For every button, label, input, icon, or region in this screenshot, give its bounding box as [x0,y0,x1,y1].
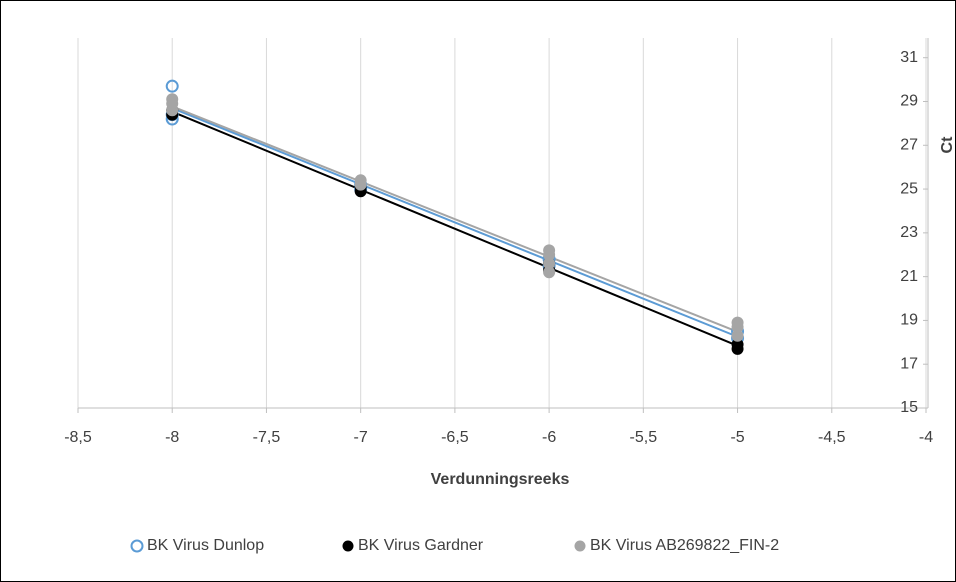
x-tick-label: -4 [919,429,933,446]
x-tick-label: -4,5 [818,429,846,446]
point [731,329,744,342]
x-tick-label: -8 [165,429,179,446]
trendline [171,107,738,338]
x-tick-label: -5,5 [630,429,658,446]
y-tick-label: 19 [900,312,918,329]
point [354,174,367,187]
y-tick-label: 25 [900,180,918,197]
point [165,79,179,93]
y-tick-label: 27 [900,136,918,153]
point [543,266,556,279]
y-tick-label: 23 [900,224,918,241]
point [731,316,744,329]
y-tick-label: 17 [900,355,918,372]
point [543,244,556,257]
x-tick-label: -6,5 [441,429,469,446]
x-tick-label: -6 [542,429,556,446]
legend-marker [342,540,354,552]
trendline [171,105,738,333]
x-tick-label: -7 [354,429,368,446]
trendline [171,110,738,347]
legend-label: BK Virus Gardner [358,537,484,554]
y-tick-label: 31 [900,49,918,66]
point [731,338,744,351]
legend-label: BK Virus Dunlop [147,537,264,554]
y-tick-label: 21 [900,268,918,285]
legend-marker [574,540,586,552]
y-axis-label: Ct [939,136,956,154]
y-tick-label: 15 [900,399,918,416]
x-axis-label: Verdunningsreeks [431,471,570,488]
legend-marker [130,539,144,553]
point [543,257,556,270]
point [166,93,179,106]
legend-label: BK Virus AB269822_FIN-2 [590,537,779,554]
y-tick-label: 29 [900,93,918,110]
x-tick-label: -5 [730,429,744,446]
x-tick-label: -8,5 [64,429,92,446]
x-tick-label: -7,5 [253,429,281,446]
